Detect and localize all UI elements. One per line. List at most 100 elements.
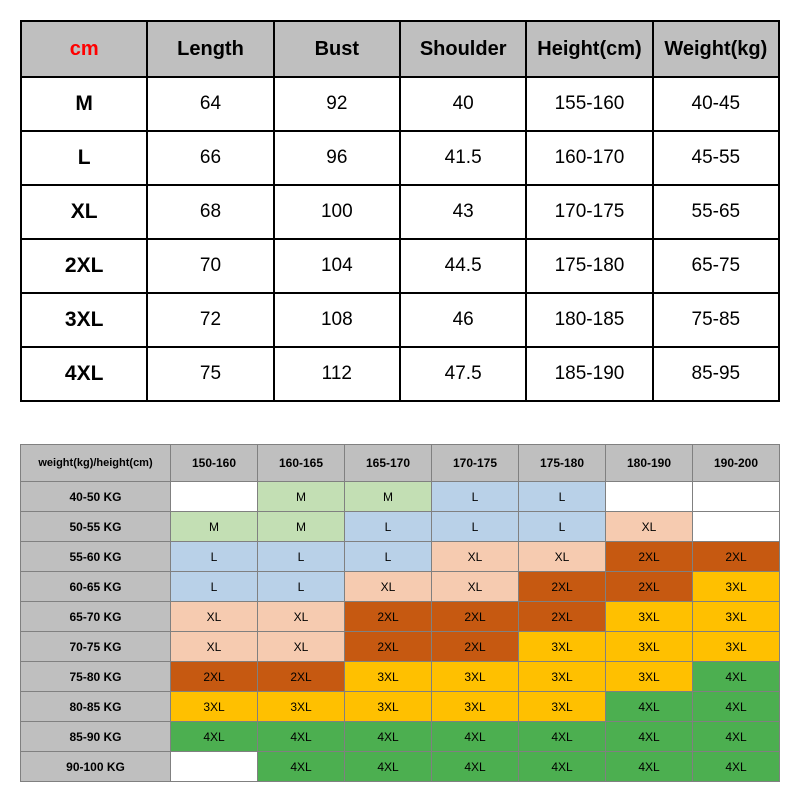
size-recommendation-cell: 4XL xyxy=(519,722,606,752)
col-h4: 170-175 xyxy=(432,445,519,482)
size-recommendation-cell: 4XL xyxy=(171,722,258,752)
size-recommendation-cell: 3XL xyxy=(519,662,606,692)
value-cell: 45-55 xyxy=(653,131,779,185)
value-cell: 100 xyxy=(274,185,400,239)
col-weight: Weight(kg) xyxy=(653,21,779,77)
size-recommendation-cell xyxy=(171,482,258,512)
size-cell: 2XL xyxy=(21,239,147,293)
size-recommendation-cell: XL xyxy=(345,572,432,602)
size-recommendation-cell: XL xyxy=(432,572,519,602)
table-row: 80-85 KG3XL3XL3XL3XL3XL4XL4XL xyxy=(21,692,780,722)
value-cell: 155-160 xyxy=(526,77,652,131)
size-recommendation-cell: 4XL xyxy=(258,752,345,782)
size-recommendation-cell: 3XL xyxy=(519,632,606,662)
table-row: 70-75 KGXLXL2XL2XL3XL3XL3XL xyxy=(21,632,780,662)
col-unit: cm xyxy=(21,21,147,77)
table-row: 40-50 KGMMLL xyxy=(21,482,780,512)
table-row: 3XL7210846180-18575-85 xyxy=(21,293,779,347)
size-recommendation-cell: M xyxy=(171,512,258,542)
size-recommendation-cell: 4XL xyxy=(258,722,345,752)
value-cell: 55-65 xyxy=(653,185,779,239)
size-recommendation-cell: 3XL xyxy=(693,572,780,602)
size-recommendation-cell: L xyxy=(258,542,345,572)
size-recommendation-cell: 3XL xyxy=(258,692,345,722)
size-recommendation-cell: 4XL xyxy=(693,692,780,722)
size-recommendation-cell: 3XL xyxy=(432,662,519,692)
value-cell: 65-75 xyxy=(653,239,779,293)
size-recommendation-cell: L xyxy=(345,512,432,542)
table-row: 90-100 KG4XL4XL4XL4XL4XL4XL xyxy=(21,752,780,782)
size-recommendation-cell: 2XL xyxy=(345,602,432,632)
size-recommendation-cell xyxy=(693,482,780,512)
row-header: 70-75 KG xyxy=(21,632,171,662)
size-recommendation-cell: 4XL xyxy=(693,722,780,752)
value-cell: 180-185 xyxy=(526,293,652,347)
size-recommendation-cell: M xyxy=(345,482,432,512)
row-header: 90-100 KG xyxy=(21,752,171,782)
row-header: 60-65 KG xyxy=(21,572,171,602)
value-cell: 66 xyxy=(147,131,273,185)
size-measurement-table: cm Length Bust Shoulder Height(cm) Weigh… xyxy=(20,20,780,402)
size-recommendation-cell: L xyxy=(519,482,606,512)
table-row: 65-70 KGXLXL2XL2XL2XL3XL3XL xyxy=(21,602,780,632)
col-bust: Bust xyxy=(274,21,400,77)
col-h7: 190-200 xyxy=(693,445,780,482)
size-recommendation-cell xyxy=(693,512,780,542)
table-row: L669641.5160-17045-55 xyxy=(21,131,779,185)
value-cell: 75 xyxy=(147,347,273,401)
size-cell: L xyxy=(21,131,147,185)
row-header: 85-90 KG xyxy=(21,722,171,752)
size-cell: M xyxy=(21,77,147,131)
size-recommendation-cell: 4XL xyxy=(693,662,780,692)
size-recommendation-cell: L xyxy=(171,542,258,572)
size-recommendation-cell: XL xyxy=(519,542,606,572)
size-recommendation-cell: 4XL xyxy=(606,722,693,752)
size-recommendation-cell: 3XL xyxy=(345,692,432,722)
size-recommendation-cell: 4XL xyxy=(345,752,432,782)
table-row: 2XL7010444.5175-18065-75 xyxy=(21,239,779,293)
table-row: 4XL7511247.5185-19085-95 xyxy=(21,347,779,401)
corner-header: weight(kg)/height(cm) xyxy=(21,445,171,482)
size-recommendation-cell: L xyxy=(432,482,519,512)
size-recommendation-cell: 2XL xyxy=(606,572,693,602)
value-cell: 96 xyxy=(274,131,400,185)
size-recommendation-cell: L xyxy=(432,512,519,542)
size-recommendation-cell: 3XL xyxy=(432,692,519,722)
value-cell: 85-95 xyxy=(653,347,779,401)
col-height: Height(cm) xyxy=(526,21,652,77)
size-recommendation-cell: 2XL xyxy=(693,542,780,572)
value-cell: 64 xyxy=(147,77,273,131)
table-row: 75-80 KG2XL2XL3XL3XL3XL3XL4XL xyxy=(21,662,780,692)
col-h6: 180-190 xyxy=(606,445,693,482)
value-cell: 44.5 xyxy=(400,239,526,293)
size-recommendation-cell: 3XL xyxy=(345,662,432,692)
size-recommendation-cell: 2XL xyxy=(519,602,606,632)
value-cell: 75-85 xyxy=(653,293,779,347)
size-recommendation-cell: XL xyxy=(606,512,693,542)
size-recommendation-cell: 3XL xyxy=(693,632,780,662)
col-h3: 165-170 xyxy=(345,445,432,482)
size-recommendation-cell xyxy=(171,752,258,782)
size-recommendation-cell: M xyxy=(258,512,345,542)
size-recommendation-cell: L xyxy=(519,512,606,542)
size-recommendation-cell: 3XL xyxy=(606,662,693,692)
size-recommendation-cell xyxy=(606,482,693,512)
value-cell: 40-45 xyxy=(653,77,779,131)
value-cell: 104 xyxy=(274,239,400,293)
value-cell: 46 xyxy=(400,293,526,347)
size-recommendation-cell: 3XL xyxy=(693,602,780,632)
size-recommendation-cell: 4XL xyxy=(693,752,780,782)
size-recommendation-cell: 2XL xyxy=(432,632,519,662)
value-cell: 160-170 xyxy=(526,131,652,185)
size-cell: 4XL xyxy=(21,347,147,401)
size-recommendation-cell: L xyxy=(171,572,258,602)
col-shoulder: Shoulder xyxy=(400,21,526,77)
table-row: 85-90 KG4XL4XL4XL4XL4XL4XL4XL xyxy=(21,722,780,752)
size-recommendation-cell: 4XL xyxy=(606,692,693,722)
size-recommendation-cell: 4XL xyxy=(432,722,519,752)
size-recommendation-cell: 2XL xyxy=(519,572,606,602)
size-recommendation-cell: 2XL xyxy=(345,632,432,662)
size-cell: XL xyxy=(21,185,147,239)
value-cell: 70 xyxy=(147,239,273,293)
table-row: M649240155-16040-45 xyxy=(21,77,779,131)
